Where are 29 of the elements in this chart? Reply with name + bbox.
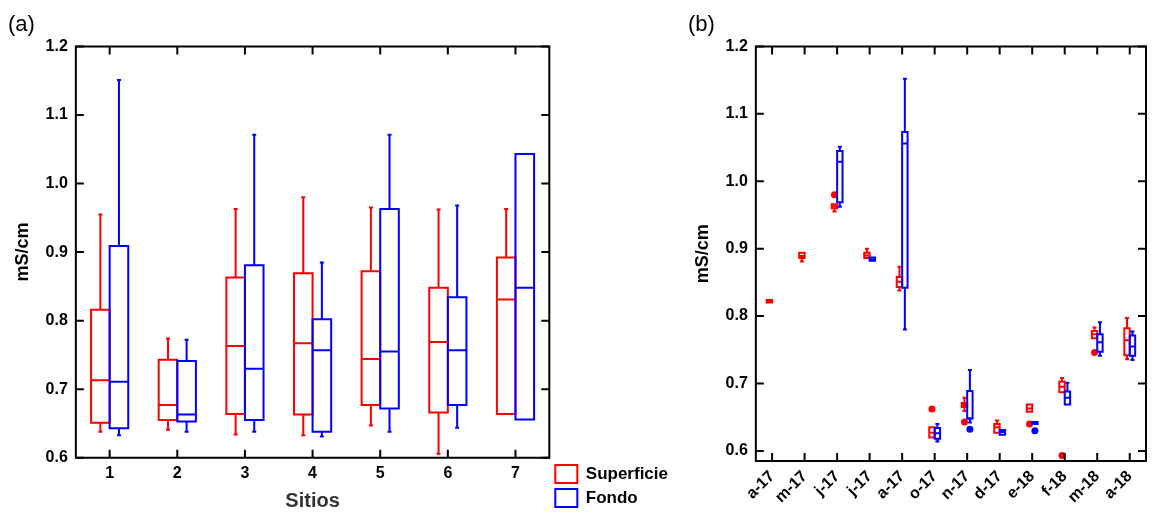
x-tick-label: 2 [172,463,182,481]
x-tick-label: 4 [308,463,318,481]
x-tick-label: 7 [511,463,521,481]
x-axis-title: Sitios [285,488,340,511]
y-tick-label: 0.8 [45,311,68,329]
y-tick-label: 0.6 [45,448,68,466]
y-axis-title: mS/cm [11,222,32,282]
legend-label: Fondo [585,487,638,507]
y-tick-label: 1.2 [45,36,68,54]
x-tick-label: 6 [443,463,453,481]
x-tick-label: 5 [375,463,385,481]
chart-title: (a) [8,11,35,37]
y-tick-label: 0.7 [725,373,748,391]
y-tick-label: 1.2 [725,36,748,54]
x-tick-label: 3 [240,463,250,481]
y-axis-title: mS/cm [691,224,712,284]
y-tick-label: 1.0 [725,171,748,189]
y-tick-label: 1.1 [725,104,748,122]
y-tick-label: 0.8 [725,306,748,324]
y-tick-label: 0.7 [45,379,68,397]
y-tick-label: 1.1 [45,105,68,123]
y-tick-label: 0.9 [45,242,68,260]
x-tick-label: 1 [105,463,115,481]
x-tick-label: e-18 [1002,466,1038,502]
legend-label: Superficie [585,463,669,483]
chart-title: (b) [688,11,715,37]
y-tick-label: 0.9 [725,239,748,257]
y-tick-label: 0.6 [725,441,748,459]
y-tick-label: 1.0 [45,173,68,191]
